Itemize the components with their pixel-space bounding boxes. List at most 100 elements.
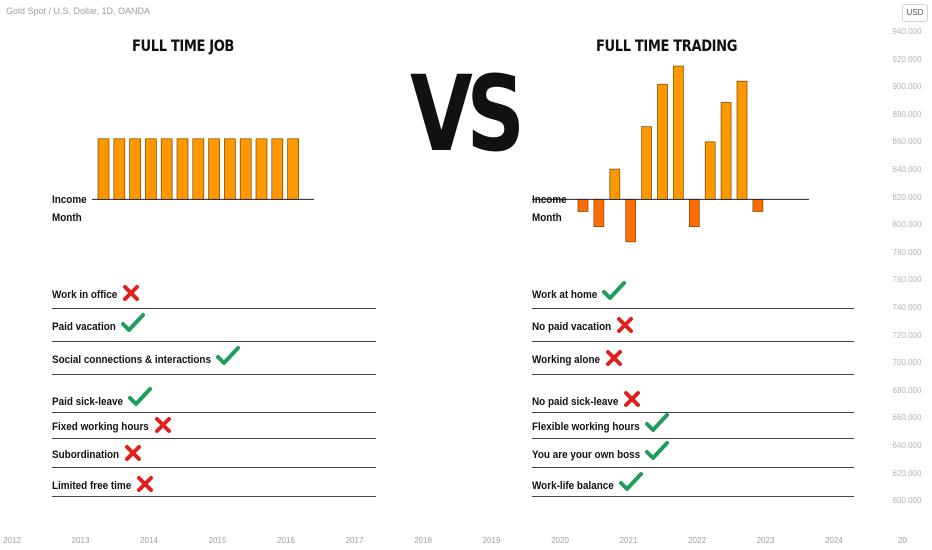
income-bar [609, 168, 621, 200]
cross-icon [154, 416, 172, 439]
feature-label: You are your own boss [532, 449, 641, 461]
currency-button[interactable]: USD [902, 4, 928, 22]
trading-month-label: Month [532, 212, 562, 224]
row-divider [532, 412, 854, 413]
feature-row: Social connections & interactions [52, 345, 376, 375]
feature-row: Limited free time [52, 473, 376, 497]
time-tick: 2012 [3, 536, 21, 545]
price-tick: 920.000 [892, 54, 922, 64]
income-bar [641, 126, 652, 200]
feature-row: Paid vacation [52, 312, 376, 342]
income-bar [224, 138, 236, 200]
income-bar [673, 65, 684, 200]
feature-label: No paid vacation [532, 321, 612, 333]
income-bar [736, 80, 748, 200]
income-bar [271, 138, 284, 200]
time-tick: 2022 [688, 536, 706, 545]
feature-row: Work in office [52, 282, 376, 309]
check-icon [645, 440, 670, 467]
cross-icon [623, 390, 641, 413]
row-divider [532, 374, 854, 375]
row-divider [532, 341, 854, 342]
price-tick: 940.000 [892, 27, 922, 36]
cross-icon [122, 284, 140, 307]
time-tick: 2013 [71, 536, 90, 545]
price-tick: 900.000 [892, 82, 922, 92]
row-divider [52, 412, 376, 413]
row-divider [532, 438, 854, 439]
income-bar [255, 138, 268, 200]
income-bar [176, 138, 189, 200]
feature-label: Limited free time [52, 480, 132, 492]
feature-row: Subordination [52, 442, 376, 468]
cross-icon [136, 475, 154, 498]
feature-row: No paid sick-leave [532, 388, 854, 413]
feature-row: Paid sick-leave [52, 386, 376, 413]
job-income-chart [92, 138, 314, 200]
cross-icon [616, 316, 634, 339]
trading-title: FULL TIME TRADING [596, 36, 738, 55]
income-bar [113, 138, 126, 200]
price-tick: 620.000 [892, 468, 922, 478]
feature-label: Paid sick-leave [52, 396, 124, 408]
income-bar [720, 102, 732, 200]
time-tick: 20 [898, 536, 907, 545]
cross-icon [124, 444, 142, 467]
time-tick: 2019 [482, 536, 501, 545]
price-tick: 660.000 [892, 413, 922, 423]
feature-label: Work at home [532, 289, 598, 301]
income-bar [145, 138, 157, 200]
loss-bar [688, 199, 700, 228]
price-tick: 880.000 [892, 109, 922, 119]
price-tick: 800.000 [892, 220, 922, 230]
price-tick: 840.000 [892, 165, 922, 174]
row-divider [52, 496, 376, 497]
time-tick: 2015 [208, 536, 227, 545]
time-tick: 2023 [756, 536, 775, 545]
vs-text: VS [410, 53, 525, 175]
job-month-label: Month [52, 212, 82, 224]
feature-row: No paid vacation [532, 314, 854, 342]
price-tick: 680.000 [892, 385, 922, 395]
loss-bar [752, 199, 764, 212]
row-divider [532, 496, 854, 497]
loss-bar [593, 199, 605, 228]
check-icon [602, 280, 627, 307]
feature-label: Work in office [52, 289, 118, 301]
feature-label: Fixed working hours [52, 421, 149, 433]
time-axis[interactable]: 2012 2013 2014 2015 2016 2017 2018 2019 2020 2021… [0, 530, 932, 550]
check-icon [120, 312, 145, 339]
feature-label: Social connections & interactions [52, 354, 211, 366]
row-divider [52, 341, 376, 342]
time-tick: 2021 [619, 536, 638, 545]
time-tick: 2024 [825, 536, 843, 545]
check-icon [644, 412, 669, 439]
income-bar [239, 138, 252, 200]
row-divider [532, 467, 854, 468]
cross-icon [605, 349, 623, 372]
price-axis[interactable]: 940.000 920.000 900.000 880.000 860.000 840.0… [880, 0, 932, 550]
time-tick: 2020 [551, 536, 569, 545]
income-bar [160, 138, 173, 200]
feature-row: Fixed working hours [52, 414, 376, 439]
income-bar [657, 83, 668, 200]
feature-label: Work-life balance [532, 480, 614, 492]
trading-income-label: Income [532, 194, 567, 206]
feature-label: Working alone [532, 354, 601, 366]
check-icon [215, 345, 240, 372]
time-tick: 2014 [140, 536, 158, 545]
trading-income-chart [532, 65, 809, 243]
income-bar [704, 141, 716, 200]
price-tick: 780.000 [892, 247, 922, 257]
job-income-label: Income [52, 194, 87, 206]
feature-row: Work at home [532, 280, 854, 309]
feature-label: Paid vacation [52, 321, 116, 333]
income-bar [192, 138, 205, 200]
symbol-label: Gold Spot / U.S. Dollar, 1D, OANDA [6, 6, 151, 16]
price-tick: 760.000 [892, 275, 922, 285]
price-tick: 720.000 [892, 330, 922, 340]
row-divider [52, 308, 376, 309]
check-icon [127, 386, 152, 413]
income-bar [287, 138, 299, 200]
feature-row: You are your own boss [532, 440, 854, 468]
